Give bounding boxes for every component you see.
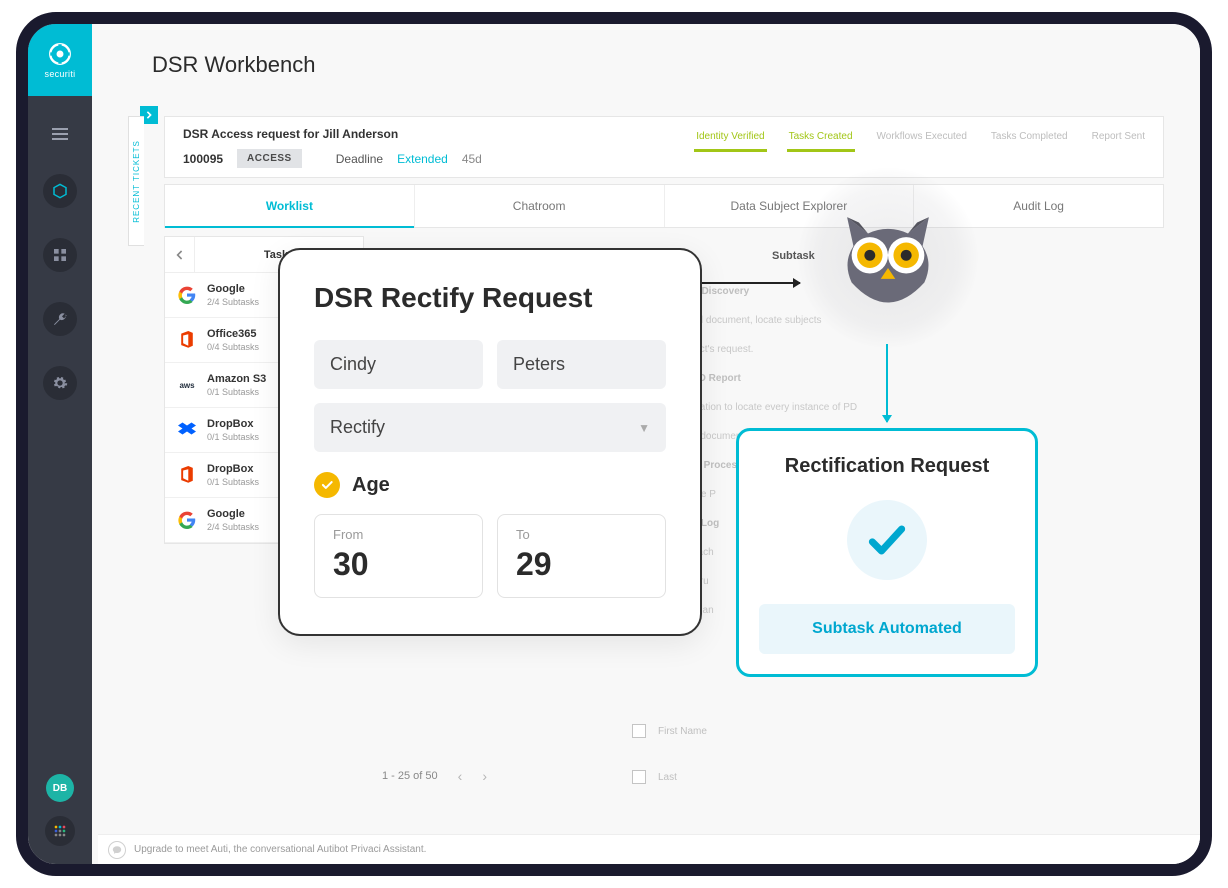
arrow-down-icon — [886, 344, 888, 422]
apps-icon[interactable] — [45, 816, 75, 846]
prev-page-button[interactable]: ‹ — [458, 768, 463, 784]
rectify-request-modal: DSR Rectify Request Cindy Peters Rectify… — [278, 248, 702, 636]
tabs-bar: Worklist Chatroom Data Subject Explorer … — [164, 184, 1164, 228]
google-icon — [177, 285, 197, 305]
status-step: Report Sent — [1092, 131, 1145, 146]
owl-avatar — [798, 168, 978, 348]
request-type-badge: ACCESS — [237, 149, 302, 168]
device-frame: securiti DB DSR Workbe — [16, 12, 1212, 876]
upgrade-bar[interactable]: Upgrade to meet Auti, the conversational… — [98, 834, 1200, 864]
owl-icon — [833, 208, 943, 308]
brand-logo[interactable]: securiti — [28, 24, 92, 96]
office-icon — [177, 330, 197, 350]
user-avatar[interactable]: DB — [46, 774, 74, 802]
result-card: Rectification Request Subtask Automated — [736, 428, 1038, 677]
chevron-down-icon: ▼ — [638, 421, 650, 435]
recent-tickets-tab[interactable]: RECENT TICKETS — [128, 116, 144, 246]
to-label: To — [516, 527, 647, 542]
checkbox-icon[interactable] — [632, 724, 646, 738]
google-icon — [177, 510, 197, 530]
checkbox-icon[interactable] — [632, 770, 646, 784]
age-label: Age — [352, 474, 390, 497]
aws-icon: aws — [177, 375, 197, 395]
status-step: Workflows Executed — [877, 131, 967, 146]
status-step: Tasks Completed — [991, 131, 1068, 146]
deadline-extended: Extended — [397, 152, 448, 166]
tasks-back-button[interactable] — [165, 237, 195, 272]
result-title: Rectification Request — [759, 455, 1015, 478]
hamburger-icon[interactable] — [50, 124, 70, 144]
logo-icon — [47, 41, 73, 67]
next-page-button[interactable]: › — [482, 768, 487, 784]
chat-icon — [108, 841, 126, 859]
from-label: From — [333, 527, 464, 542]
to-field[interactable]: To 29 — [497, 514, 666, 598]
action-select-value: Rectify — [330, 417, 385, 438]
chevron-right-icon — [145, 111, 153, 119]
last-name-field[interactable]: Peters — [497, 340, 666, 389]
tab-chatroom[interactable]: Chatroom — [415, 185, 665, 227]
action-select[interactable]: Rectify ▼ — [314, 403, 666, 452]
status-step: Identity Verified — [696, 131, 764, 146]
nav-icons — [43, 174, 77, 400]
page-title: DSR Workbench — [152, 52, 315, 78]
request-header: DSR Access request for Jill Anderson 100… — [164, 116, 1164, 178]
main-area: DSR Workbench RECENT TICKETS DSR Access … — [92, 24, 1200, 864]
check-circle-icon — [314, 472, 340, 498]
nav-gear-icon[interactable] — [43, 366, 77, 400]
success-check-icon — [847, 500, 927, 580]
modal-title: DSR Rectify Request — [314, 282, 666, 314]
status-steps: Identity Verified Tasks Created Workflow… — [696, 131, 1145, 146]
deadline-label: Deadline — [336, 152, 383, 166]
nav-wrench-icon[interactable] — [43, 302, 77, 336]
deadline-days: 45d — [462, 152, 482, 166]
tab-worklist[interactable]: Worklist — [165, 185, 415, 227]
checkbox-row[interactable]: First Name — [632, 724, 707, 738]
chevron-left-icon — [176, 250, 184, 260]
dropbox-icon — [177, 420, 197, 440]
to-value: 29 — [516, 546, 647, 583]
pagination-text: 1 - 25 of 50 — [382, 770, 438, 782]
arrow-right-icon — [700, 282, 800, 284]
from-value: 30 — [333, 546, 464, 583]
brand-name: securiti — [45, 69, 76, 79]
from-field[interactable]: From 30 — [314, 514, 483, 598]
upgrade-text: Upgrade to meet Auti, the conversational… — [134, 844, 426, 855]
pagination: 1 - 25 of 50 ‹ › — [382, 768, 487, 784]
sidebar: securiti DB — [28, 24, 92, 864]
nav-cube-icon[interactable] — [43, 174, 77, 208]
status-step: Tasks Created — [789, 131, 853, 146]
request-id: 100095 — [183, 152, 223, 166]
recent-tickets-label: RECENT TICKETS — [132, 140, 141, 223]
office-icon — [177, 465, 197, 485]
sidebar-bottom: DB — [45, 774, 75, 846]
subtask-automated-button[interactable]: Subtask Automated — [759, 604, 1015, 654]
checkbox-row[interactable]: Last — [632, 770, 677, 784]
nav-dashboard-icon[interactable] — [43, 238, 77, 272]
first-name-field[interactable]: Cindy — [314, 340, 483, 389]
